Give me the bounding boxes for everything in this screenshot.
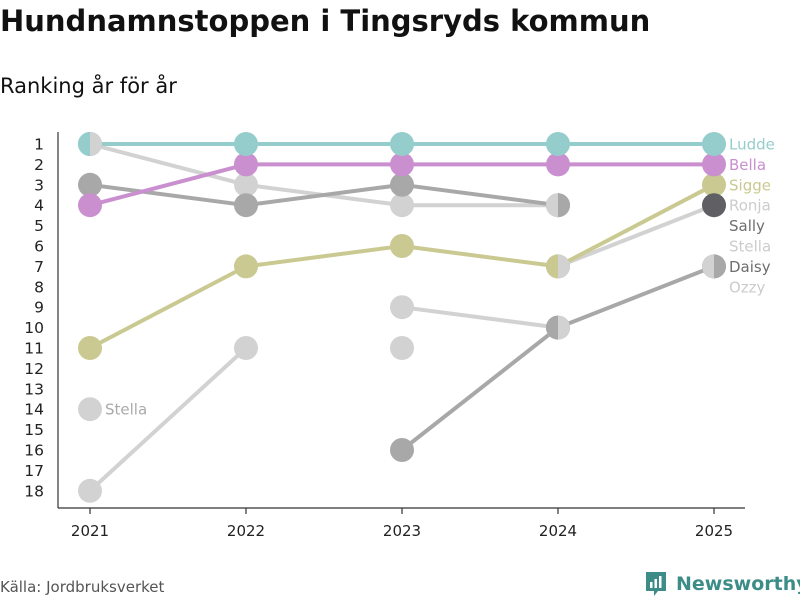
data-point xyxy=(558,315,570,340)
data-point xyxy=(390,172,414,197)
data-point xyxy=(78,132,90,156)
data-point xyxy=(234,193,258,218)
x-tick-label: 2024 xyxy=(539,522,577,540)
brand-logo[interactable]: Newsworthy xyxy=(644,568,800,600)
data-point xyxy=(390,132,414,156)
series-line xyxy=(88,346,248,493)
series-end-label: Bella xyxy=(729,156,766,174)
x-tick-label: 2025 xyxy=(695,522,733,540)
y-tick-label: 17 xyxy=(24,462,44,480)
series-end-label: Sally xyxy=(729,217,765,235)
data-point xyxy=(78,397,102,422)
data-point xyxy=(390,336,414,360)
y-tick-label: 12 xyxy=(24,360,44,378)
data-point xyxy=(234,336,258,360)
y-tick-label: 2 xyxy=(34,156,44,174)
series-line xyxy=(400,305,560,330)
series-end-label: Sigge xyxy=(729,176,771,194)
data-point xyxy=(234,132,258,156)
source-note: Källa: Jordbruksverket xyxy=(0,578,165,596)
series-end-label: Ludde xyxy=(729,136,775,154)
series-line xyxy=(88,182,560,208)
data-point xyxy=(390,152,414,177)
y-tick-label: 4 xyxy=(34,197,44,215)
data-point xyxy=(390,295,414,320)
data-point xyxy=(702,254,714,279)
x-tick-label: 2021 xyxy=(71,522,109,540)
data-point xyxy=(390,234,414,258)
data-point xyxy=(78,478,102,503)
data-point xyxy=(546,315,558,340)
data-point xyxy=(234,152,258,177)
y-tick-label: 6 xyxy=(34,238,44,256)
y-tick-label: 5 xyxy=(34,217,44,235)
data-point xyxy=(390,438,414,462)
y-tick-label: 11 xyxy=(24,340,44,358)
data-point xyxy=(546,193,558,218)
y-tick-label: 9 xyxy=(34,299,44,317)
y-tick-label: 1 xyxy=(34,136,44,154)
data-point xyxy=(78,336,102,360)
series-line xyxy=(400,264,716,452)
data-point xyxy=(234,254,258,279)
brand-name: Newsworthy xyxy=(676,573,800,595)
data-point xyxy=(558,254,570,279)
data-point xyxy=(546,132,570,156)
data-point xyxy=(78,172,102,197)
data-point xyxy=(546,152,570,177)
series-end-label: Ronja xyxy=(729,197,771,215)
data-point xyxy=(234,172,258,197)
data-point xyxy=(714,254,726,279)
chart-title: Hundnamnstoppen i Tingsryds kommun xyxy=(0,4,651,38)
data-point xyxy=(702,132,726,156)
data-point xyxy=(78,193,102,218)
data-point xyxy=(702,172,726,197)
y-tick-label: 13 xyxy=(24,380,44,398)
chart-subtitle: Ranking år för år xyxy=(0,74,177,98)
data-point xyxy=(546,254,558,279)
x-tick-label: 2022 xyxy=(227,522,265,540)
newsworthy-logo-icon xyxy=(646,572,666,596)
y-tick-label: 18 xyxy=(24,482,44,500)
series-end-label: Stella xyxy=(729,238,771,256)
y-tick-label: 3 xyxy=(34,176,44,194)
y-tick-label: 10 xyxy=(24,319,44,337)
data-point xyxy=(390,193,414,218)
series-end-label: Daisy xyxy=(729,258,771,276)
y-tick-label: 15 xyxy=(24,421,44,439)
data-point xyxy=(558,193,570,218)
data-point xyxy=(702,152,726,177)
data-point xyxy=(90,132,102,156)
data-point xyxy=(702,193,726,218)
series-end-label: Ozzy xyxy=(729,278,766,296)
series-line xyxy=(556,203,716,269)
y-tick-label: 7 xyxy=(34,258,44,276)
x-tick-label: 2023 xyxy=(383,522,421,540)
annotation-label: Stella xyxy=(105,401,147,419)
y-tick-label: 14 xyxy=(24,401,44,419)
y-tick-label: 16 xyxy=(24,442,44,460)
y-tick-label: 8 xyxy=(34,278,44,296)
